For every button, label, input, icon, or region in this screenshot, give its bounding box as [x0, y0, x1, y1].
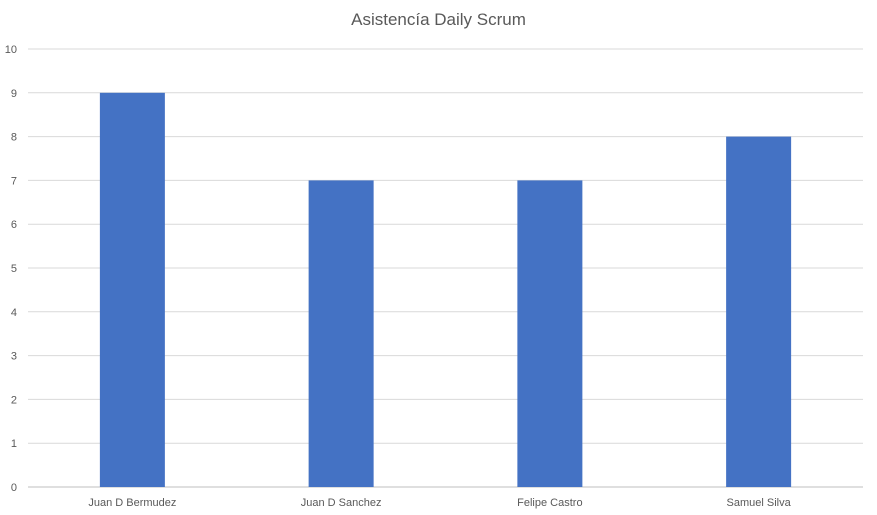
chart-title: Asistencía Daily Scrum [351, 10, 526, 29]
bar [726, 136, 792, 487]
bar [308, 180, 374, 487]
y-tick-label: 7 [11, 175, 17, 187]
bar [517, 180, 583, 487]
bar [99, 92, 165, 488]
x-tick-label: Juan D Sanchez [301, 497, 382, 509]
y-tick-label: 2 [11, 394, 17, 406]
y-tick-label: 5 [11, 263, 17, 275]
x-tick-label: Samuel Silva [727, 497, 792, 509]
y-tick-label: 8 [11, 132, 17, 144]
y-tick-label: 3 [11, 351, 17, 363]
y-tick-label: 9 [11, 88, 17, 100]
y-tick-label: 4 [11, 307, 17, 319]
y-tick-label: 1 [11, 438, 17, 450]
y-tick-label: 0 [11, 482, 17, 494]
x-tick-label: Juan D Bermudez [88, 497, 176, 509]
y-tick-label: 10 [5, 44, 17, 56]
y-tick-label: 6 [11, 219, 17, 231]
x-tick-label: Felipe Castro [517, 497, 582, 509]
